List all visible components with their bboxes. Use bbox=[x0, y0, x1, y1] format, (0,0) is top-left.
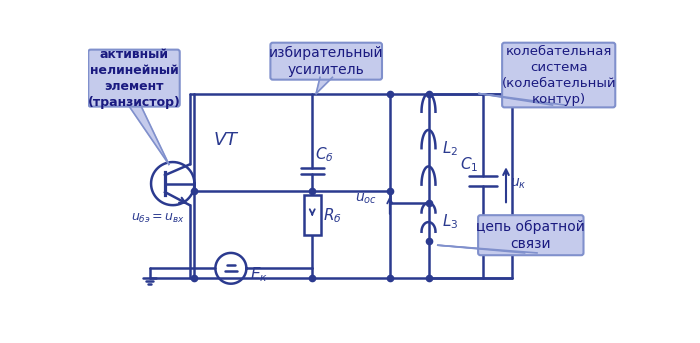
Text: $C_б$: $C_б$ bbox=[315, 146, 334, 165]
FancyBboxPatch shape bbox=[478, 215, 584, 255]
Text: цепь обратной
связи: цепь обратной связи bbox=[477, 220, 585, 251]
Text: $L_3$: $L_3$ bbox=[442, 213, 458, 232]
FancyBboxPatch shape bbox=[270, 43, 382, 80]
Text: $u_к$: $u_к$ bbox=[510, 176, 526, 191]
Text: колебательная
система
(колебательный
контур): колебательная система (колебательный кон… bbox=[501, 45, 616, 106]
Text: активный
нелинейный
элемент
(транзистор): активный нелинейный элемент (транзистор) bbox=[88, 48, 181, 109]
Text: $E_к$: $E_к$ bbox=[251, 265, 268, 284]
Text: $C_1$: $C_1$ bbox=[459, 155, 478, 174]
Text: $u_{бэ}= u_{вх}$: $u_{бэ}= u_{вх}$ bbox=[131, 212, 185, 225]
Polygon shape bbox=[438, 245, 537, 253]
Text: $VT$: $VT$ bbox=[213, 131, 239, 149]
FancyBboxPatch shape bbox=[88, 50, 180, 107]
Polygon shape bbox=[128, 104, 169, 164]
Text: $u_{ос}$: $u_{ос}$ bbox=[355, 192, 377, 206]
Bar bbox=[304, 195, 321, 235]
Text: избирательный
усилитель: избирательный усилитель bbox=[269, 46, 384, 77]
Polygon shape bbox=[316, 78, 332, 94]
FancyBboxPatch shape bbox=[502, 43, 615, 107]
Text: $L_2$: $L_2$ bbox=[442, 139, 458, 157]
Text: $R_б$: $R_б$ bbox=[323, 206, 342, 225]
Polygon shape bbox=[479, 94, 565, 105]
